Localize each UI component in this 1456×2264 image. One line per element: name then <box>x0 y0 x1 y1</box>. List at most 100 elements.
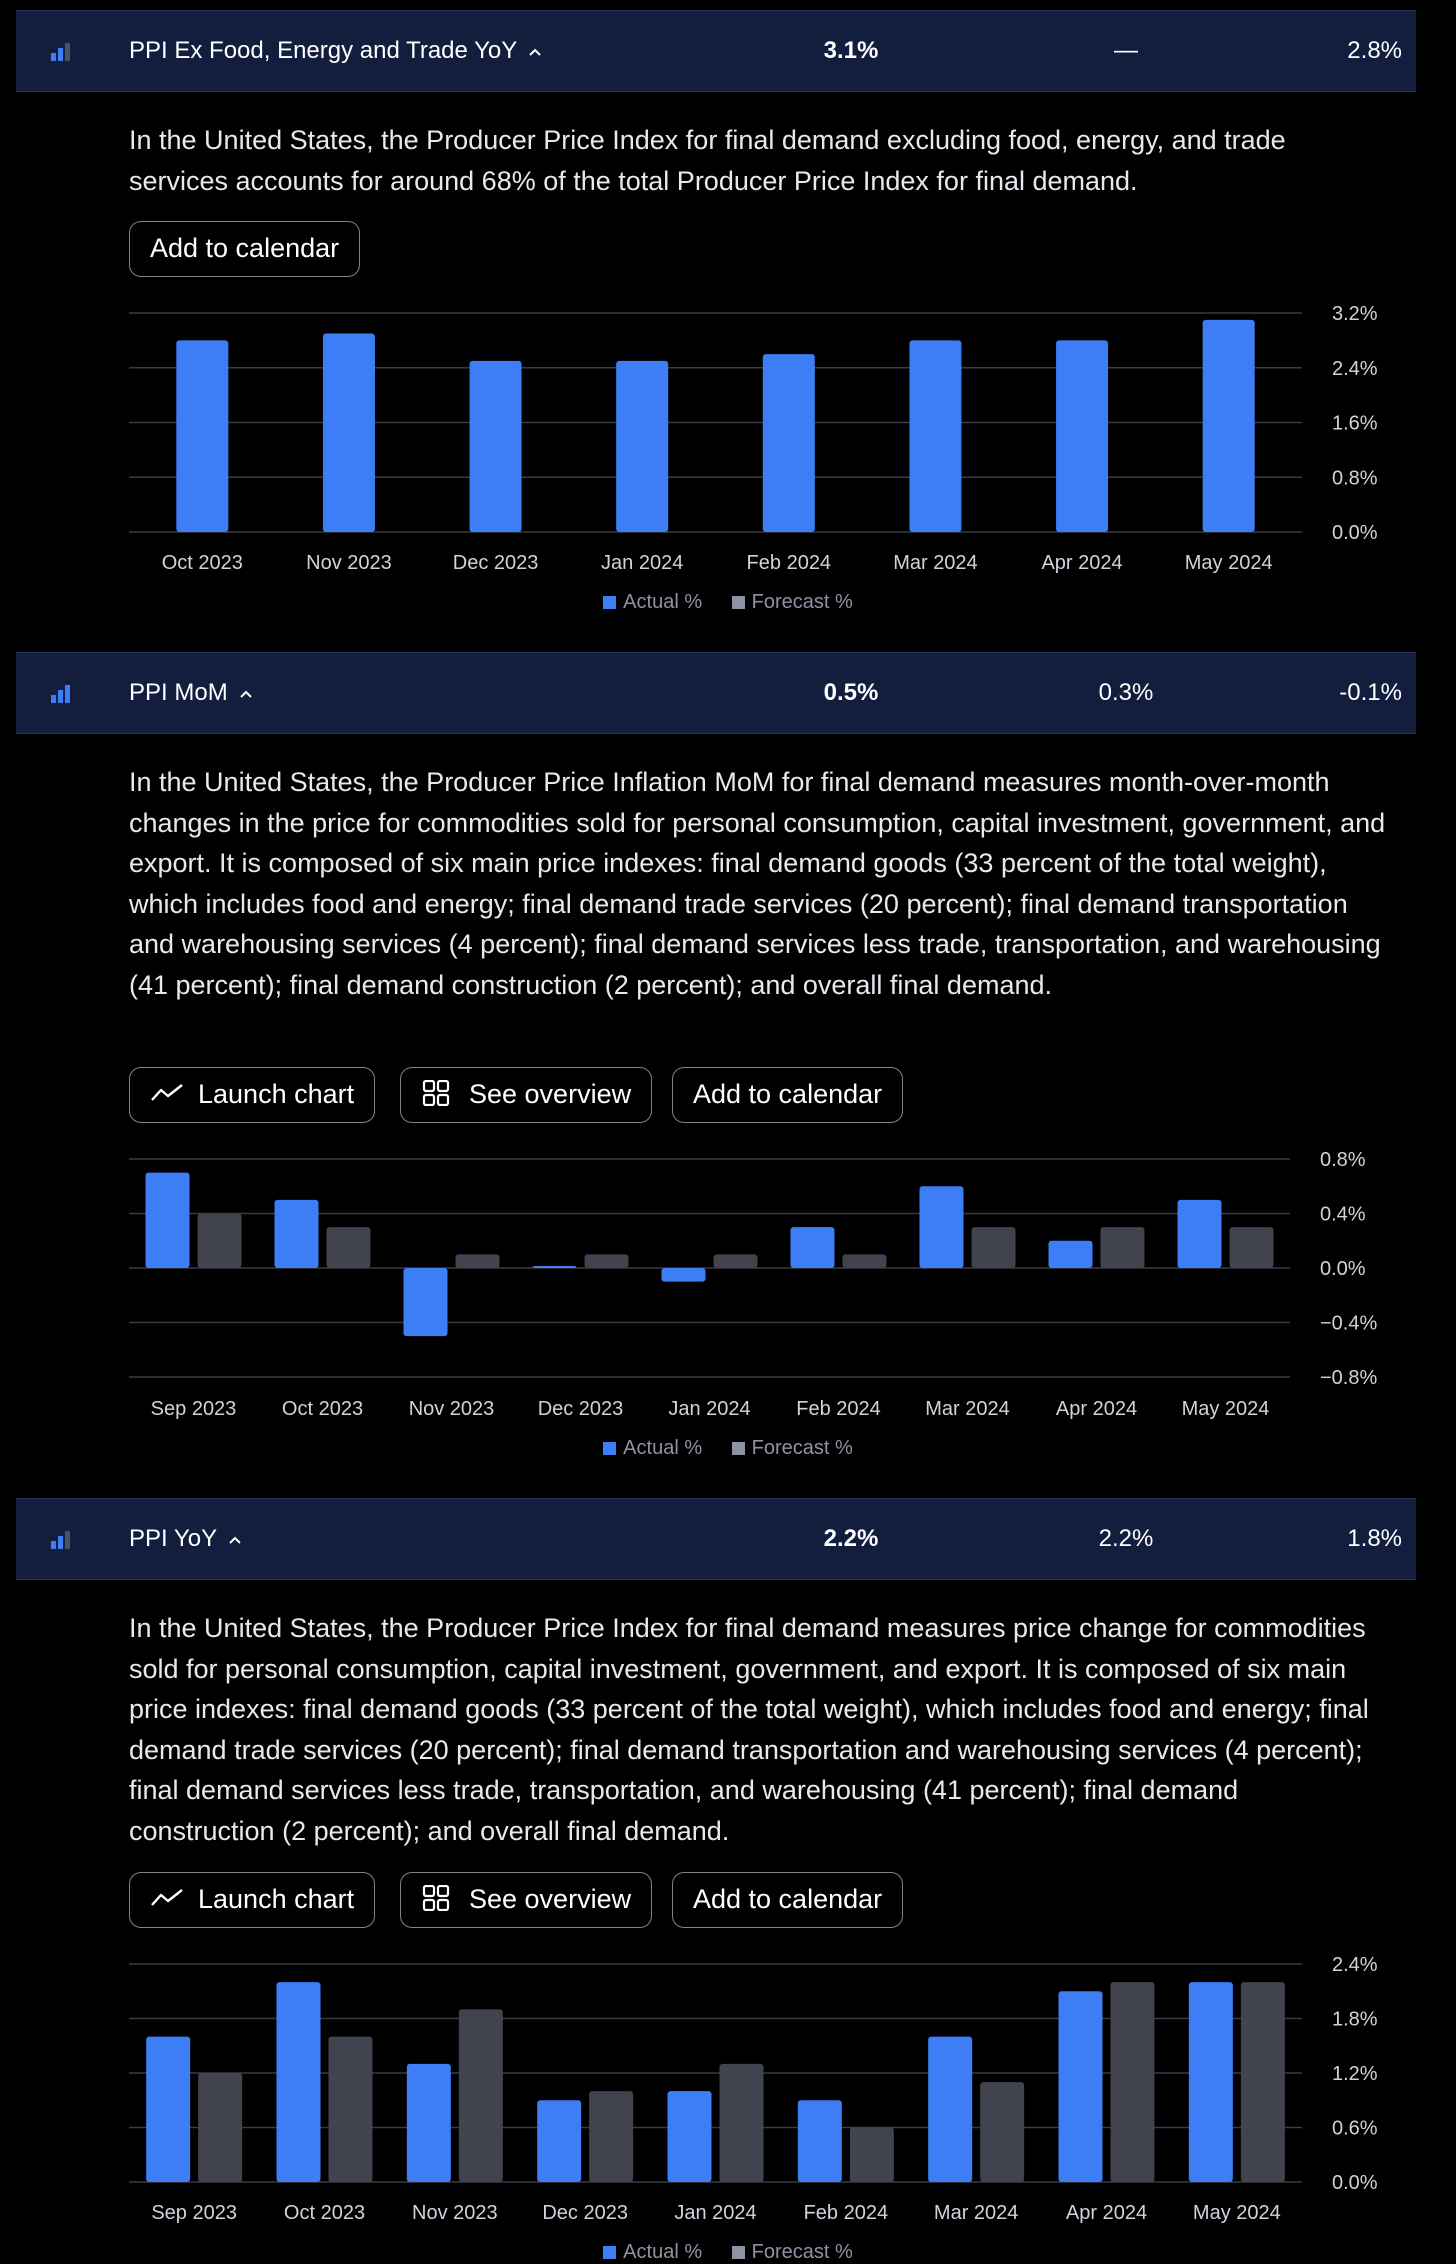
add-to-calendar-button[interactable]: Add to calendar <box>129 221 361 277</box>
bar-actual[interactable] <box>276 1982 321 2182</box>
y-tick-label: 3.2% <box>1332 303 1378 325</box>
launch-chart-button[interactable]: Launch chart <box>129 1872 376 1928</box>
y-tick-label: −0.8% <box>1320 1367 1377 1389</box>
launch-chart-button[interactable]: Launch chart <box>129 1067 376 1123</box>
bar-actual[interactable] <box>176 340 229 532</box>
bar-actual[interactable] <box>469 360 522 532</box>
bar-forecast[interactable] <box>1240 1982 1285 2182</box>
previous-value: -0.1% <box>1339 679 1402 706</box>
bar-forecast[interactable] <box>842 1254 887 1268</box>
x-tick-label: Mar 2024 <box>925 1398 1010 1420</box>
bar-actual[interactable] <box>537 2100 582 2182</box>
bar-forecast[interactable] <box>198 2073 243 2182</box>
bar-forecast[interactable] <box>971 1227 1016 1268</box>
chart-legend: Actual % Forecast % <box>0 1437 1456 1460</box>
y-tick-label: 0.0% <box>1332 2172 1378 2194</box>
add-to-calendar-button[interactable]: Add to calendar <box>672 1067 904 1123</box>
bar-forecast[interactable] <box>713 1254 758 1268</box>
chevron-up-icon[interactable] <box>238 686 254 702</box>
bar-actual[interactable] <box>1048 1240 1093 1268</box>
bar-actual[interactable] <box>909 340 962 532</box>
row-ppi-mom[interactable]: PPI MoM 0.5% 0.3% -0.1% <box>16 652 1416 734</box>
bar-forecast[interactable] <box>326 1227 371 1268</box>
actual-value: 2.2% <box>823 1525 879 1552</box>
bar-actual[interactable] <box>322 333 375 532</box>
row-ppi-yoy[interactable]: PPI YoY 2.2% 2.2% 1.8% <box>16 1498 1416 1580</box>
bar-forecast[interactable] <box>1100 1227 1145 1268</box>
bar-actual[interactable] <box>762 354 815 532</box>
x-tick-label: Dec 2023 <box>453 552 539 574</box>
bar-actual[interactable] <box>667 2091 712 2182</box>
y-tick-label: 2.4% <box>1332 358 1378 380</box>
bar-forecast[interactable] <box>719 2063 764 2182</box>
button-label: Add to calendar <box>150 233 340 263</box>
line-chart-icon <box>151 1888 183 1906</box>
x-tick-label: Sep 2023 <box>151 2202 237 2224</box>
bar-chart-ppi-yoy: 2.4% 1.8% 1.2% 0.6% 0.0% Sep 2023 Oct 2023 Nov … <box>129 1954 1378 2224</box>
bar-actual[interactable] <box>532 1266 577 1268</box>
bar-actual[interactable] <box>1058 1991 1103 2182</box>
legend-actual: Actual % <box>603 591 702 614</box>
bar-actual[interactable] <box>1056 340 1109 532</box>
y-tick-label: 1.2% <box>1332 2063 1378 2085</box>
bar-actual[interactable] <box>661 1268 706 1282</box>
see-overview-button[interactable]: See overview <box>400 1067 653 1123</box>
bar-forecast[interactable] <box>458 2009 503 2182</box>
y-tick-label: 0.0% <box>1332 522 1378 544</box>
x-tick-label: Oct 2023 <box>162 552 243 574</box>
chevron-up-icon[interactable] <box>227 1532 243 1548</box>
bar-actual[interactable] <box>146 2036 191 2182</box>
bar-actual[interactable] <box>403 1268 448 1337</box>
legend-forecast: Forecast % <box>731 2241 853 2264</box>
button-label: See overview <box>469 1884 632 1914</box>
x-tick-label: Oct 2023 <box>284 2202 365 2224</box>
bar-forecast[interactable] <box>197 1213 242 1269</box>
chart-legend: Actual % Forecast % <box>0 591 1456 614</box>
bar-actual[interactable] <box>406 2063 451 2182</box>
bar-forecast[interactable] <box>849 2127 894 2183</box>
x-tick-label: Feb 2024 <box>796 1398 881 1420</box>
x-tick-label: Apr 2024 <box>1041 552 1122 574</box>
bar-actual[interactable] <box>797 2100 842 2182</box>
bar-forecast[interactable] <box>328 2036 373 2182</box>
legend-actual: Actual % <box>603 2241 702 2264</box>
indicator-title: PPI Ex Food, Energy and Trade YoY <box>129 11 543 91</box>
x-tick-label: Dec 2023 <box>538 1398 624 1420</box>
y-tick-label: 1.6% <box>1332 413 1378 435</box>
bar-actual[interactable] <box>616 360 669 532</box>
indicator-title: PPI YoY <box>129 1499 243 1579</box>
x-tick-label: Oct 2023 <box>282 1398 363 1420</box>
x-tick-label: Nov 2023 <box>409 1398 495 1420</box>
bar-actual[interactable] <box>1188 1982 1233 2182</box>
x-tick-label: Apr 2024 <box>1066 2202 1147 2224</box>
bar-actual[interactable] <box>790 1227 835 1268</box>
bar-chart-ppi-ex-food-energy-trade: 3.2% 2.4% 1.6% 0.8% 0.0% Oct 2023 Nov 2023 Dec … <box>129 303 1378 574</box>
add-to-calendar-button[interactable]: Add to calendar <box>672 1872 904 1928</box>
chevron-up-icon[interactable] <box>527 44 543 60</box>
bar-forecast[interactable] <box>455 1254 500 1268</box>
bar-actual[interactable] <box>274 1199 319 1268</box>
legend-actual: Actual % <box>603 1437 702 1460</box>
bar-forecast[interactable] <box>980 2082 1025 2182</box>
button-label: Add to calendar <box>693 1884 883 1914</box>
indicator-title: PPI MoM <box>129 653 254 733</box>
bar-actual[interactable] <box>928 2036 973 2182</box>
bar-actual[interactable] <box>145 1172 190 1268</box>
bar-forecast[interactable] <box>1229 1227 1274 1268</box>
bar-forecast[interactable] <box>584 1254 629 1268</box>
y-tick-label: 0.8% <box>1332 467 1378 489</box>
previous-value: 1.8% <box>1347 1525 1402 1552</box>
bar-chart-ppi-mom: 0.8% 0.4% 0.0% −0.4% −0.8% Sep 2023 Oct 2023 No… <box>129 1149 1377 1420</box>
y-tick-label: 0.6% <box>1332 2118 1378 2140</box>
legend-forecast: Forecast % <box>731 591 853 614</box>
see-overview-button[interactable]: See overview <box>400 1872 653 1928</box>
bar-actual[interactable] <box>1177 1199 1222 1268</box>
x-tick-label: Jan 2024 <box>601 552 683 574</box>
bar-actual[interactable] <box>1202 319 1255 532</box>
bar-forecast[interactable] <box>1110 1982 1155 2182</box>
row-ppi-ex-food-energy-trade-yoy[interactable]: PPI Ex Food, Energy and Trade YoY 3.1% —… <box>16 10 1416 92</box>
bar-forecast[interactable] <box>589 2091 634 2182</box>
bar-actual[interactable] <box>919 1186 964 1268</box>
forecast-value: 2.2% <box>1098 1525 1154 1552</box>
y-tick-label: −0.4% <box>1320 1313 1377 1335</box>
